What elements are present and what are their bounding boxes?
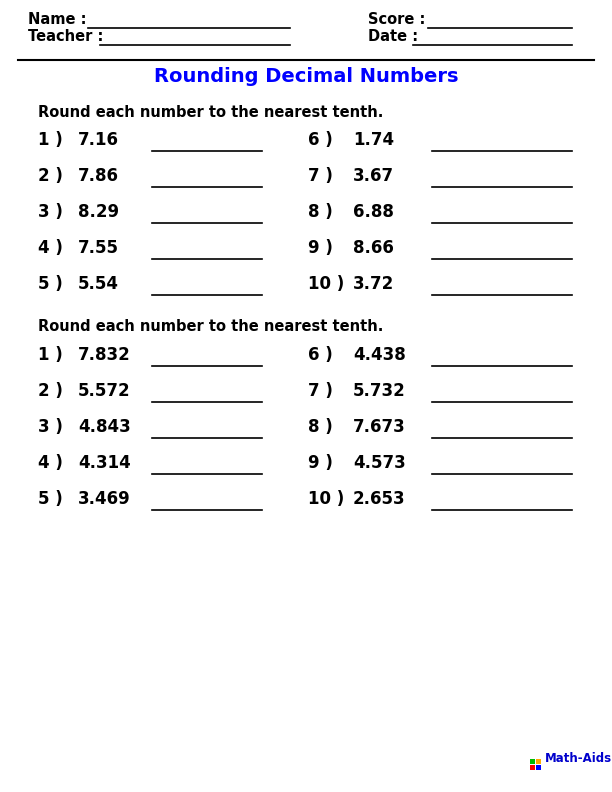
Text: 7 ): 7 ) [308,167,333,185]
Text: Teacher :: Teacher : [28,29,103,44]
Text: Name :: Name : [28,12,86,27]
Text: 10 ): 10 ) [308,490,344,508]
Text: 6 ): 6 ) [308,131,333,149]
Text: Score :: Score : [368,12,425,27]
Text: 2 ): 2 ) [38,167,63,185]
Text: 2.653: 2.653 [353,490,406,508]
Text: 5.732: 5.732 [353,382,406,400]
Text: 7 ): 7 ) [308,382,333,400]
Bar [530,759,535,764]
Text: 4 ): 4 ) [38,454,63,472]
Text: 5.572: 5.572 [78,382,130,400]
Text: 3.72: 3.72 [353,275,394,293]
Text: 9 ): 9 ) [308,239,333,257]
Text: 7.16: 7.16 [78,131,119,149]
Text: 4.843: 4.843 [78,418,131,436]
Text: 5.54: 5.54 [78,275,119,293]
Text: 3 ): 3 ) [38,203,63,221]
Text: 6 ): 6 ) [308,346,333,364]
Text: 7.55: 7.55 [78,239,119,257]
Text: 2 ): 2 ) [38,382,63,400]
Text: 3.67: 3.67 [353,167,394,185]
Text: 4 ): 4 ) [38,239,63,257]
Text: Round each number to the nearest tenth.: Round each number to the nearest tenth. [38,105,383,120]
Bar [536,759,541,764]
Text: 4.314: 4.314 [78,454,131,472]
Text: 8.29: 8.29 [78,203,119,221]
Text: 1.74: 1.74 [353,131,394,149]
Text: Date :: Date : [368,29,418,44]
Text: 5 ): 5 ) [38,490,63,508]
Text: 7.86: 7.86 [78,167,119,185]
Text: 6.88: 6.88 [353,203,394,221]
Text: 7.673: 7.673 [353,418,406,436]
Text: 1 ): 1 ) [38,346,63,364]
Text: 5 ): 5 ) [38,275,63,293]
Text: 8 ): 8 ) [308,203,333,221]
Text: 3 ): 3 ) [38,418,63,436]
Text: 4.438: 4.438 [353,346,406,364]
Text: 9 ): 9 ) [308,454,333,472]
Text: 8.66: 8.66 [353,239,394,257]
Text: Round each number to the nearest tenth.: Round each number to the nearest tenth. [38,319,383,334]
Bar [530,765,535,770]
Text: 1 ): 1 ) [38,131,63,149]
Text: 7.832: 7.832 [78,346,131,364]
Text: 4.573: 4.573 [353,454,406,472]
Bar [536,765,541,770]
Text: Rounding Decimal Numbers: Rounding Decimal Numbers [154,67,458,86]
Text: 10 ): 10 ) [308,275,344,293]
Text: Math-Aids.Com: Math-Aids.Com [545,752,612,765]
Text: 3.469: 3.469 [78,490,131,508]
Text: 8 ): 8 ) [308,418,333,436]
